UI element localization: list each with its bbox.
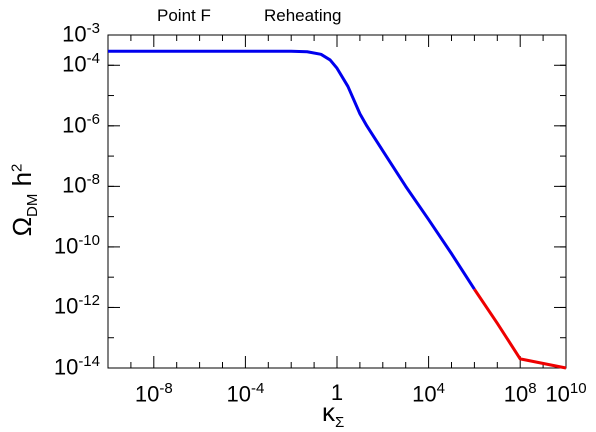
x-tick-label: 108	[504, 380, 537, 407]
plot-frame	[107, 34, 567, 369]
y-tick-label: 10-14	[54, 353, 100, 380]
y-tick-label: 10-10	[54, 232, 100, 259]
y-axis-label-main: Ω	[6, 216, 37, 237]
header-left-text: Point F	[157, 6, 211, 25]
x-tick-label-base: 10	[545, 381, 570, 407]
x-tick-label-exponent: 4	[436, 380, 446, 397]
header-right-text: Reheating	[264, 6, 342, 25]
x-tick-label-exponent: -8	[159, 380, 173, 397]
y-tick-label: 10-3	[62, 20, 100, 47]
x-tick-label-exponent: 10	[569, 380, 587, 397]
x-tick-label-base: 10	[226, 381, 251, 407]
x-axis-label: κΣ	[322, 397, 344, 431]
y-tick-label-exponent: -12	[78, 292, 100, 310]
y-axis-label-sub: DM	[24, 193, 42, 217]
y-axis-label: ΩDM h2	[7, 164, 41, 237]
x-tick-label-base: 10	[503, 381, 529, 407]
y-tick-label: 10-6	[62, 111, 100, 138]
x-tick-label: 104	[412, 380, 445, 407]
y-axis-label-sup: 2	[8, 163, 26, 172]
y-tick-label-base: 10	[62, 172, 87, 198]
y-tick-label-exponent: -10	[78, 231, 100, 249]
x-axis-label-sub: Σ	[335, 414, 345, 432]
y-tick-label-base: 10	[62, 112, 87, 138]
y-tick-label-exponent: -14	[78, 353, 100, 370]
x-tick-label: 1	[331, 380, 343, 406]
y-tick-label-base: 10	[62, 21, 87, 47]
y-tick-label-base: 10	[62, 51, 87, 77]
major-ticks	[108, 35, 566, 368]
y-tick-label-base: 10	[53, 354, 79, 380]
y-tick-label: 10-8	[62, 171, 100, 198]
y-tick-label-exponent: -3	[86, 20, 100, 37]
x-tick-label-exponent: -4	[250, 380, 265, 397]
x-axis-label-main: κ	[322, 397, 335, 427]
y-tick-label-exponent: -8	[86, 171, 100, 189]
x-tick-label: 10-8	[135, 380, 173, 407]
y-tick-label: 10-12	[54, 292, 100, 319]
x-tick-label-exponent: 8	[528, 380, 537, 397]
y-tick-label-base: 10	[53, 233, 79, 259]
x-tick-label-base: 10	[134, 381, 160, 407]
y-tick-label: 10-4	[62, 50, 100, 77]
y-axis-label-tail: h	[6, 171, 37, 194]
x-tick-label-base: 1	[330, 380, 344, 405]
minor-ticks	[107, 34, 567, 369]
y-tick-label-base: 10	[53, 293, 79, 319]
x-tick-label-base: 10	[412, 381, 437, 407]
y-tick-label-exponent: -6	[86, 110, 100, 128]
series-line-1	[108, 49, 476, 291]
x-tick-label: 10-4	[226, 380, 264, 407]
series-line-2	[473, 288, 567, 370]
series-layer	[108, 49, 567, 370]
x-tick-label: 1010	[545, 380, 586, 407]
y-tick-label-exponent: -4	[86, 50, 100, 68]
